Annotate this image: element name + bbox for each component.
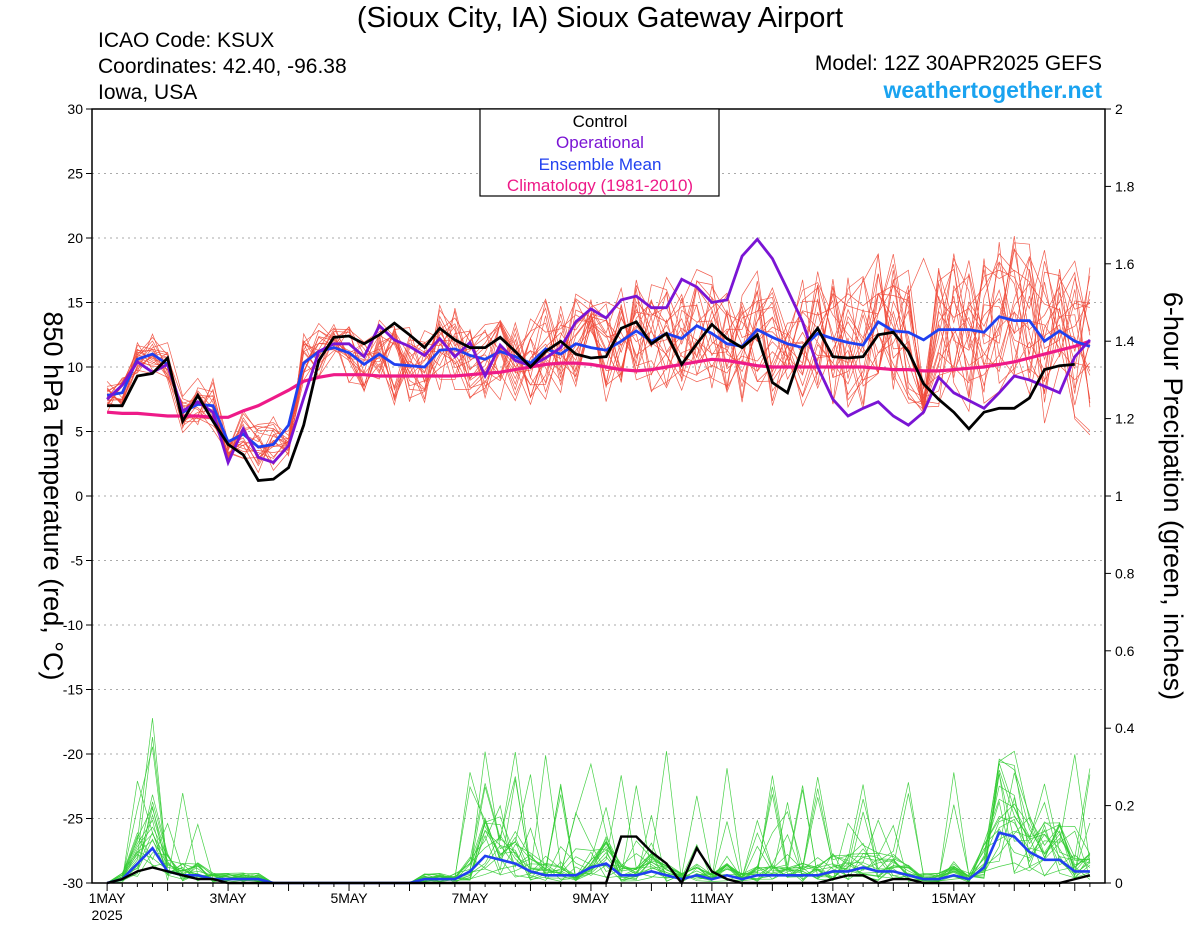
y2-tick-label: 0 <box>1115 875 1123 891</box>
y-tick-label: 20 <box>67 230 83 246</box>
y-tick-label: 15 <box>67 295 83 311</box>
ensemble-members <box>106 235 1091 884</box>
legend-entry-ensemble-mean: Ensemble Mean <box>539 155 662 174</box>
climatology-line <box>106 339 1091 419</box>
legend-entry-climatology: Climatology (1981-2010) <box>507 176 693 195</box>
precip-member-line <box>106 802 1091 884</box>
x-tick-label: 1MAY <box>89 890 127 906</box>
x-tick-label: 9MAY <box>572 890 610 906</box>
legend: Control Operational Ensemble Mean Climat… <box>479 108 720 197</box>
y2-tick-label: 1 <box>1115 488 1123 504</box>
legend-entry-operational: Operational <box>556 133 644 152</box>
legend-entry-control: Control <box>573 112 628 131</box>
precip-member-line <box>107 746 1091 884</box>
y2-tick-label: 1.2 <box>1115 411 1135 427</box>
y-axis-label: 850 hPa Temperature (red, °C) <box>38 312 68 681</box>
temp-member-line <box>107 275 1091 474</box>
precip-member-line <box>106 789 1091 884</box>
y-tick-label: -30 <box>63 875 83 891</box>
control-temp-line <box>107 320 1075 482</box>
y2-axis-label: 6-hour Precipation (green, inches) <box>1158 292 1188 700</box>
region: Iowa, USA <box>98 81 198 104</box>
legend-box <box>479 108 720 197</box>
temp-member-line <box>106 271 1091 461</box>
precip-member-line <box>106 750 1091 884</box>
y-tick-label: 5 <box>75 424 83 440</box>
y2-tick-label: 2 <box>1115 101 1123 117</box>
y2-tick-label: 0.4 <box>1115 720 1135 736</box>
site-link[interactable]: weathertogether.net <box>883 77 1102 103</box>
y-tick-label: -25 <box>63 811 83 827</box>
y-tick-label: -10 <box>63 617 83 633</box>
page-title: (Sioux City, IA) Sioux Gateway Airport <box>356 2 844 34</box>
y-tick-label: -15 <box>63 682 83 698</box>
precip-member-line <box>107 752 1091 884</box>
temp-member-line <box>106 253 1091 457</box>
y2-tick-label: 1.6 <box>1115 256 1135 272</box>
ensemble-mean-temp-line <box>106 315 1091 449</box>
x-tick-label: 13MAY <box>810 890 856 906</box>
gridlines <box>92 173 1105 819</box>
coordinates: Coordinates: 42.40, -96.38 <box>98 55 347 78</box>
precip-member-line <box>106 794 1091 884</box>
operational-temp-line <box>106 237 1091 467</box>
x-tick-label: 3MAY <box>210 890 248 906</box>
precip-member-line <box>107 751 1091 884</box>
model-run: Model: 12Z 30APR2025 GEFS <box>814 52 1102 75</box>
x-tick-label: 15MAY <box>931 890 977 906</box>
precip-member-line <box>106 751 1091 884</box>
y2-tick-label: 0.8 <box>1115 565 1135 581</box>
x-tick-label: 5MAY <box>330 890 368 906</box>
y-tick-label: -5 <box>71 553 84 569</box>
x-tick-sublabel: 2025 <box>92 907 123 923</box>
temp-member-line <box>106 248 1091 458</box>
icao-code: ICAO Code: KSUX <box>98 29 275 52</box>
precip-member-line <box>106 718 1091 884</box>
y2-tick-label: 0.6 <box>1115 643 1135 659</box>
y-tick-label: 10 <box>67 359 83 375</box>
x-tick-label: 11MAY <box>690 890 734 906</box>
y-tick-label: 25 <box>67 166 83 182</box>
y2-tick-label: 1.4 <box>1115 333 1135 349</box>
axis-ticks: 302520151050-5-10-15-20-25-3021.81.61.41… <box>63 101 1135 923</box>
y2-tick-label: 0.2 <box>1115 798 1135 814</box>
y-tick-label: -20 <box>63 746 83 762</box>
precip-member-line <box>107 777 1091 884</box>
y-tick-label: 30 <box>67 101 83 117</box>
y-tick-label: 0 <box>75 488 83 504</box>
x-tick-label: 7MAY <box>451 890 489 906</box>
y2-tick-label: 1.8 <box>1115 178 1135 194</box>
